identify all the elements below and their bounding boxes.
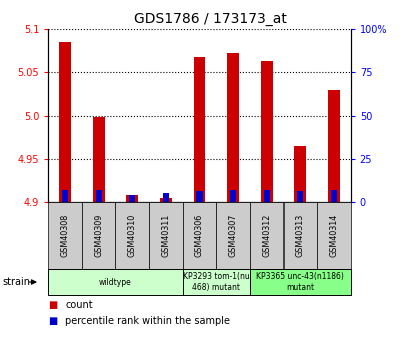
Text: GSM40306: GSM40306	[195, 214, 204, 257]
Text: GDS1786 / 173173_at: GDS1786 / 173173_at	[134, 12, 286, 26]
Bar	[227, 53, 239, 202]
Text: GSM40308: GSM40308	[60, 214, 70, 257]
Bar	[160, 198, 172, 202]
Bar	[96, 190, 102, 202]
Bar	[261, 61, 273, 202]
Text: GSM40307: GSM40307	[228, 214, 238, 257]
Bar	[294, 146, 306, 202]
Bar	[163, 193, 169, 202]
Bar	[129, 195, 135, 202]
Text: GSM40313: GSM40313	[296, 214, 305, 257]
Bar	[59, 42, 71, 202]
Bar	[331, 190, 337, 202]
Bar	[197, 191, 202, 202]
Text: GSM40310: GSM40310	[128, 214, 137, 257]
Bar	[328, 90, 340, 202]
Text: wildtype: wildtype	[99, 277, 132, 287]
Bar	[230, 190, 236, 202]
Bar	[264, 190, 270, 202]
Text: GSM40309: GSM40309	[94, 214, 103, 257]
Text: ■: ■	[48, 316, 58, 326]
Text: GSM40314: GSM40314	[329, 214, 339, 257]
Text: count: count	[65, 300, 93, 310]
Bar	[194, 57, 205, 202]
Bar	[93, 117, 105, 202]
Text: strain: strain	[2, 277, 30, 287]
Bar	[62, 190, 68, 202]
Bar	[297, 191, 303, 202]
Text: KP3365 unc-43(n1186)
mutant: KP3365 unc-43(n1186) mutant	[256, 272, 344, 292]
Bar	[126, 195, 138, 202]
Text: percentile rank within the sample: percentile rank within the sample	[65, 316, 230, 326]
Text: ■: ■	[48, 300, 58, 310]
Text: GSM40312: GSM40312	[262, 214, 271, 257]
Text: KP3293 tom-1(nu
468) mutant: KP3293 tom-1(nu 468) mutant	[183, 272, 249, 292]
Text: GSM40311: GSM40311	[161, 214, 171, 257]
